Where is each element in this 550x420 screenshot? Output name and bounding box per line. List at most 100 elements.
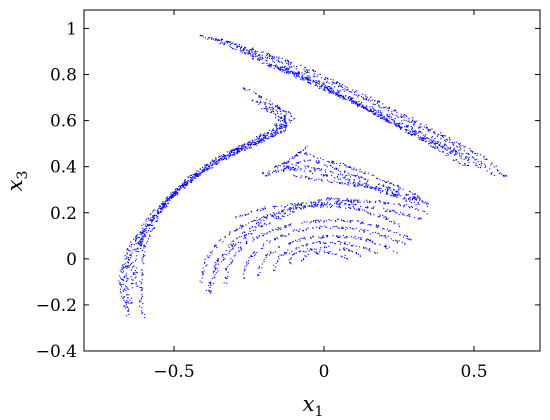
data-point — [249, 141, 251, 144]
data-point — [305, 243, 307, 245]
data-point — [351, 100, 353, 102]
data-point — [401, 120, 403, 122]
data-point — [126, 294, 128, 296]
data-point — [136, 285, 138, 287]
data-point — [318, 201, 320, 203]
data-point — [382, 179, 384, 182]
data-point — [278, 258, 280, 260]
data-point — [140, 237, 142, 239]
data-point — [299, 152, 301, 154]
data-point — [316, 226, 318, 228]
data-point — [235, 147, 237, 150]
data-point — [258, 96, 260, 98]
data-point — [229, 154, 231, 156]
data-point — [268, 53, 270, 55]
data-point — [243, 270, 246, 272]
data-point — [307, 253, 309, 255]
data-point — [244, 149, 246, 151]
data-point — [260, 101, 262, 104]
data-point — [379, 214, 381, 216]
data-point — [336, 181, 338, 183]
data-point — [143, 223, 145, 225]
data-point — [296, 73, 298, 75]
data-point — [401, 126, 403, 128]
data-point — [370, 100, 372, 102]
data-point — [120, 295, 123, 297]
data-point — [293, 229, 295, 231]
data-point — [413, 133, 416, 135]
data-point — [320, 77, 323, 79]
data-point — [328, 204, 331, 206]
data-point — [398, 122, 400, 124]
data-point — [218, 240, 220, 242]
data-point — [221, 42, 223, 44]
data-point — [183, 185, 185, 187]
data-point — [195, 175, 197, 177]
data-point — [261, 51, 263, 53]
data-point — [480, 161, 482, 163]
data-point — [263, 136, 265, 138]
data-point — [438, 149, 440, 151]
data-point — [256, 59, 259, 61]
data-point — [300, 177, 302, 179]
data-point — [297, 72, 299, 74]
data-point — [300, 168, 302, 170]
data-point — [207, 167, 209, 169]
data-point — [246, 214, 248, 216]
data-point — [219, 156, 221, 158]
data-point — [319, 81, 321, 83]
data-point — [227, 154, 229, 156]
data-point — [241, 227, 243, 229]
data-point — [288, 71, 290, 73]
data-point — [365, 247, 367, 249]
data-point — [268, 55, 270, 58]
data-point — [400, 195, 402, 197]
data-point — [175, 188, 177, 190]
data-point — [371, 174, 373, 176]
data-point — [268, 54, 271, 57]
data-point — [362, 106, 364, 108]
data-point — [385, 247, 387, 249]
data-point — [176, 191, 178, 193]
data-point — [322, 180, 324, 182]
data-point — [199, 173, 201, 175]
data-point — [211, 37, 213, 39]
data-point — [420, 218, 422, 220]
data-point — [242, 147, 244, 149]
data-point — [364, 107, 366, 109]
data-point — [387, 235, 389, 237]
data-point — [460, 147, 462, 149]
data-point — [304, 206, 306, 208]
data-point — [437, 142, 439, 144]
data-point — [180, 187, 182, 189]
data-point — [120, 286, 123, 288]
data-point — [298, 247, 300, 249]
data-point — [318, 80, 320, 82]
data-point — [139, 241, 141, 243]
data-point — [274, 239, 276, 241]
data-point — [275, 228, 277, 230]
data-point — [300, 64, 302, 66]
data-point — [318, 253, 320, 255]
data-point — [354, 101, 356, 103]
data-point — [286, 62, 288, 64]
data-point — [122, 279, 124, 281]
data-point — [337, 237, 339, 239]
data-point — [141, 231, 143, 233]
data-point — [206, 255, 208, 257]
data-point — [475, 162, 477, 164]
data-point — [304, 153, 306, 155]
data-point — [412, 130, 414, 132]
data-point — [233, 155, 235, 157]
data-point — [214, 39, 216, 41]
data-point — [422, 210, 424, 212]
data-point — [255, 138, 257, 140]
data-point — [325, 81, 328, 84]
data-point — [337, 91, 339, 93]
data-point — [241, 52, 243, 54]
data-point — [254, 253, 256, 255]
data-point — [350, 97, 352, 99]
data-point — [335, 94, 337, 96]
data-point — [260, 248, 262, 250]
data-point — [285, 61, 287, 63]
